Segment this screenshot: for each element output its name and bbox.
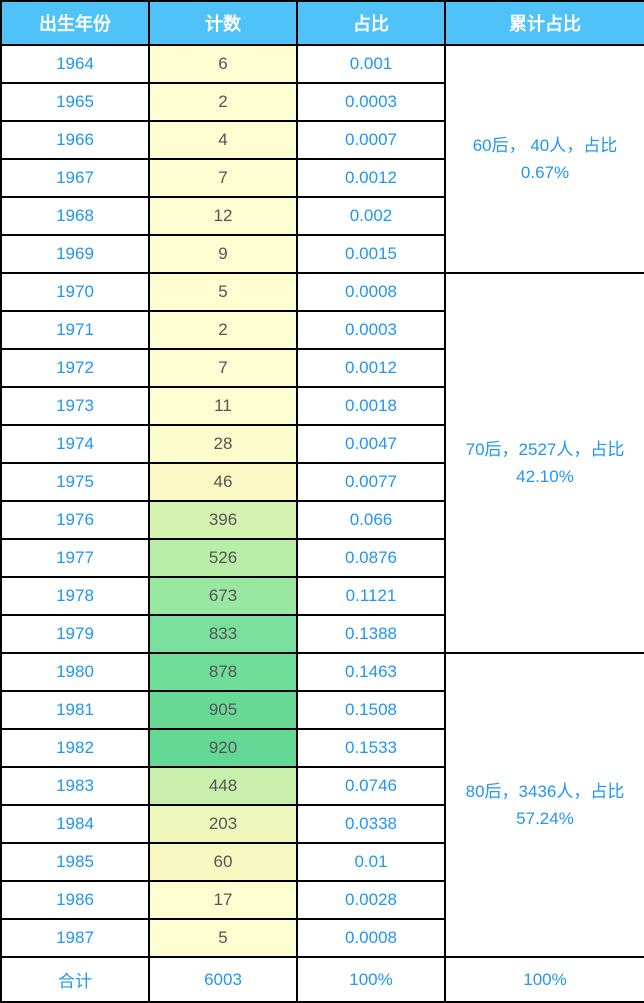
cell-ratio: 0.1508 <box>297 691 445 729</box>
cell-count: 2 <box>149 311 297 349</box>
total-cumulative: 100% <box>445 957 644 1002</box>
cell-year: 1977 <box>1 539 149 577</box>
cell-ratio: 0.0012 <box>297 349 445 387</box>
cell-year: 1973 <box>1 387 149 425</box>
cell-cumulative-group: 60后， 40人，占比 0.67% <box>445 45 644 273</box>
cell-ratio: 0.1388 <box>297 615 445 653</box>
birth-year-table: 出生年份 计数 占比 累计占比 196460.00160后， 40人，占比 0.… <box>0 0 644 1003</box>
cell-ratio: 0.0047 <box>297 425 445 463</box>
header-ratio: 占比 <box>297 1 445 45</box>
cell-count: 920 <box>149 729 297 767</box>
cell-count: 905 <box>149 691 297 729</box>
header-cumulative: 累计占比 <box>445 1 644 45</box>
cell-ratio: 0.0015 <box>297 235 445 273</box>
header-count: 计数 <box>149 1 297 45</box>
cell-ratio: 0.0876 <box>297 539 445 577</box>
total-count: 6003 <box>149 957 297 1002</box>
cell-ratio: 0.0746 <box>297 767 445 805</box>
cell-year: 1972 <box>1 349 149 387</box>
cell-count: 2 <box>149 83 297 121</box>
cell-count: 448 <box>149 767 297 805</box>
cell-ratio: 0.002 <box>297 197 445 235</box>
cell-ratio: 0.0003 <box>297 83 445 121</box>
cell-ratio: 0.1121 <box>297 577 445 615</box>
header-row: 出生年份 计数 占比 累计占比 <box>1 1 644 45</box>
cell-year: 1966 <box>1 121 149 159</box>
cell-ratio: 0.0338 <box>297 805 445 843</box>
cell-year: 1967 <box>1 159 149 197</box>
cell-count: 60 <box>149 843 297 881</box>
total-label: 合计 <box>1 957 149 1002</box>
cell-ratio: 0.0012 <box>297 159 445 197</box>
cell-year: 1980 <box>1 653 149 691</box>
cell-ratio: 0.0008 <box>297 273 445 311</box>
cell-year: 1978 <box>1 577 149 615</box>
cell-count: 673 <box>149 577 297 615</box>
cell-year: 1976 <box>1 501 149 539</box>
cell-count: 17 <box>149 881 297 919</box>
table-row: 197050.000870后，2527人，占比42.10% <box>1 273 644 311</box>
total-row: 合计6003100%100% <box>1 957 644 1002</box>
cell-year: 1986 <box>1 881 149 919</box>
cell-year: 1975 <box>1 463 149 501</box>
cell-year: 1964 <box>1 45 149 83</box>
cell-ratio: 0.0077 <box>297 463 445 501</box>
cell-cumulative-group: 80后，3436人，占比57.24% <box>445 653 644 957</box>
cell-count: 833 <box>149 615 297 653</box>
cell-count: 203 <box>149 805 297 843</box>
cell-year: 1981 <box>1 691 149 729</box>
cell-ratio: 0.001 <box>297 45 445 83</box>
cell-cumulative-group: 70后，2527人，占比42.10% <box>445 273 644 653</box>
cell-count: 4 <box>149 121 297 159</box>
table-row: 196460.00160后， 40人，占比 0.67% <box>1 45 644 83</box>
cell-ratio: 0.0018 <box>297 387 445 425</box>
cell-count: 7 <box>149 349 297 387</box>
cell-ratio: 0.0007 <box>297 121 445 159</box>
cell-count: 11 <box>149 387 297 425</box>
cell-ratio: 0.1463 <box>297 653 445 691</box>
cell-count: 12 <box>149 197 297 235</box>
total-ratio: 100% <box>297 957 445 1002</box>
cell-count: 28 <box>149 425 297 463</box>
cell-year: 1968 <box>1 197 149 235</box>
cell-count: 7 <box>149 159 297 197</box>
cell-count: 46 <box>149 463 297 501</box>
cell-count: 5 <box>149 273 297 311</box>
cell-ratio: 0.0008 <box>297 919 445 957</box>
cell-year: 1969 <box>1 235 149 273</box>
cell-year: 1985 <box>1 843 149 881</box>
cell-ratio: 0.066 <box>297 501 445 539</box>
cell-year: 1982 <box>1 729 149 767</box>
cell-year: 1970 <box>1 273 149 311</box>
header-year: 出生年份 <box>1 1 149 45</box>
cell-year: 1987 <box>1 919 149 957</box>
cell-year: 1974 <box>1 425 149 463</box>
cell-year: 1979 <box>1 615 149 653</box>
cell-ratio: 0.01 <box>297 843 445 881</box>
cell-year: 1971 <box>1 311 149 349</box>
cell-year: 1965 <box>1 83 149 121</box>
cell-ratio: 0.1533 <box>297 729 445 767</box>
cell-count: 396 <box>149 501 297 539</box>
cell-year: 1984 <box>1 805 149 843</box>
cell-count: 9 <box>149 235 297 273</box>
cell-count: 5 <box>149 919 297 957</box>
table-row: 19808780.146380后，3436人，占比57.24% <box>1 653 644 691</box>
cell-count: 878 <box>149 653 297 691</box>
cell-count: 6 <box>149 45 297 83</box>
cell-year: 1983 <box>1 767 149 805</box>
cell-ratio: 0.0003 <box>297 311 445 349</box>
cell-ratio: 0.0028 <box>297 881 445 919</box>
cell-count: 526 <box>149 539 297 577</box>
